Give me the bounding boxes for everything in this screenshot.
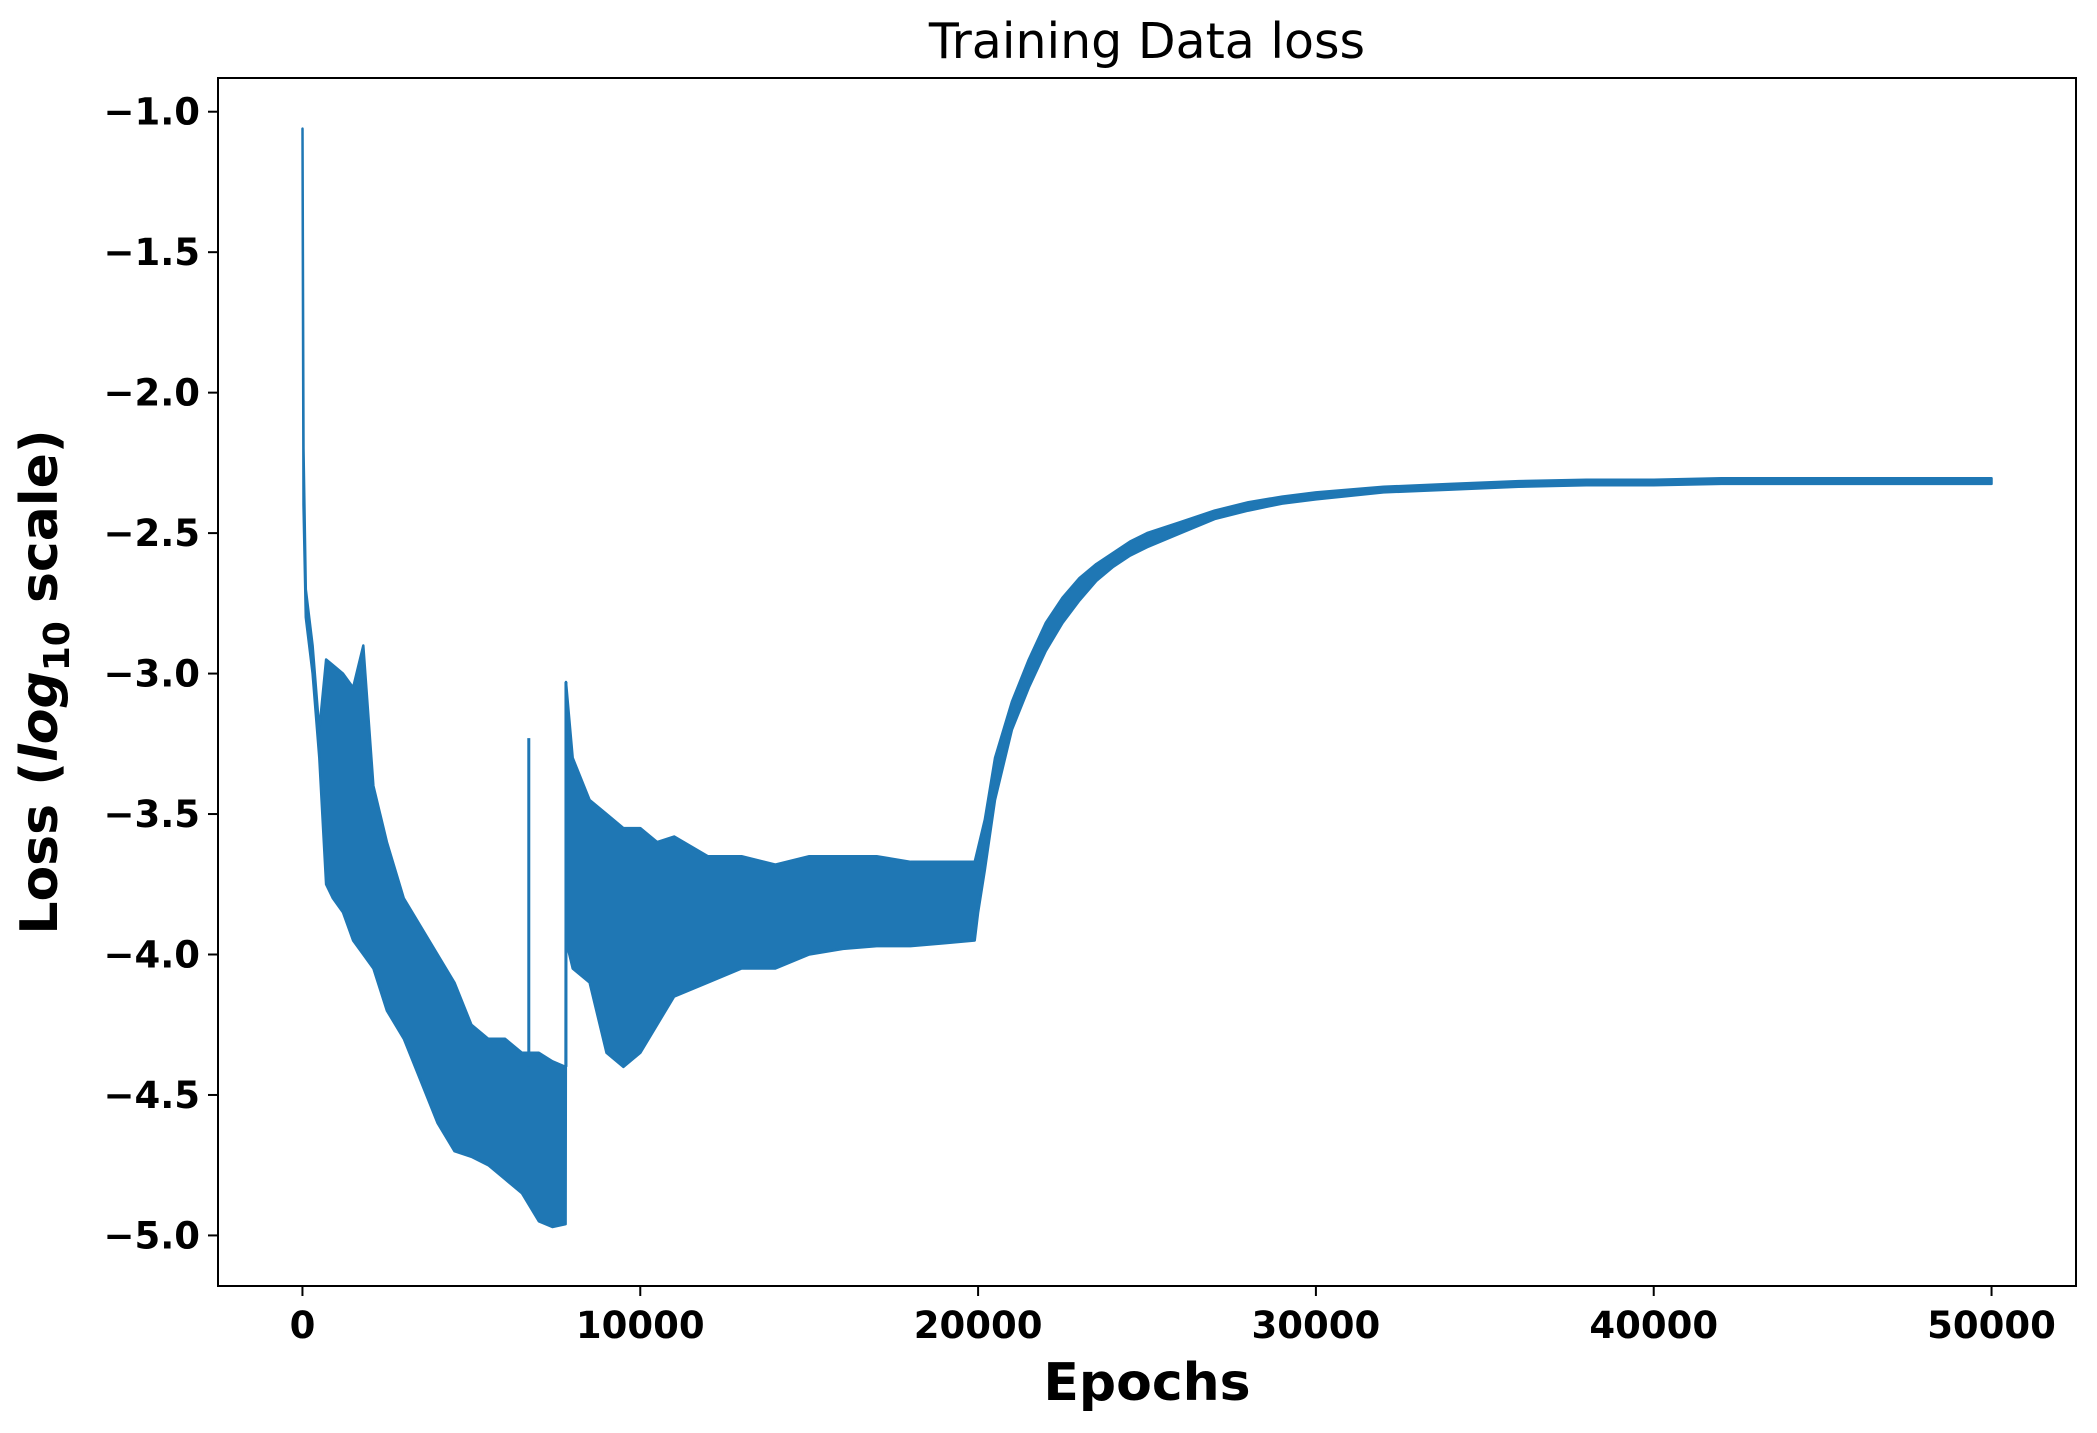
y-axis-label: Loss (log10 scale) [10, 429, 78, 934]
y-axis-label-log: log [10, 671, 70, 762]
plot-frame [217, 77, 2077, 1287]
x-tick-label: 10000 [576, 1304, 705, 1347]
series-envelope [301, 127, 1993, 1229]
y-axis-ticks: −1.0 −1.5 −2.0 −2.5 −3.0 −3.5 −4.0 −4.5 −5.0 [103, 91, 218, 1257]
y-axis-label-base: 10 [37, 621, 78, 671]
y-axis-label-prefix: Loss ( [10, 762, 70, 935]
y-tick-label: −1.5 [103, 231, 200, 274]
y-tick-label: −4.0 [103, 934, 200, 977]
y-tick-label: −4.5 [103, 1074, 200, 1117]
x-tick-label: 0 [290, 1304, 316, 1347]
x-tick-label: 20000 [914, 1304, 1043, 1347]
chart-title: Training Data loss [928, 13, 1365, 70]
y-tick-label: −3.5 [103, 793, 200, 836]
x-tick-label: 50000 [1927, 1304, 2056, 1347]
y-tick-label: −3.0 [103, 653, 200, 696]
y-axis-label-suffix: scale) [10, 429, 70, 621]
y-tick-label: −1.0 [103, 91, 200, 134]
y-tick-label: −2.5 [103, 512, 200, 555]
series-spikes [527, 682, 568, 1067]
x-axis-ticks: 0 10000 20000 30000 40000 50000 [290, 1286, 2056, 1347]
plot-area [301, 127, 1993, 1229]
x-tick-label: 30000 [1252, 1304, 1381, 1347]
x-tick-label: 40000 [1589, 1304, 1718, 1347]
y-tick-label: −5.0 [103, 1214, 200, 1257]
y-tick-label: −2.0 [103, 372, 200, 415]
x-axis-label: Epochs [1043, 1353, 1250, 1413]
